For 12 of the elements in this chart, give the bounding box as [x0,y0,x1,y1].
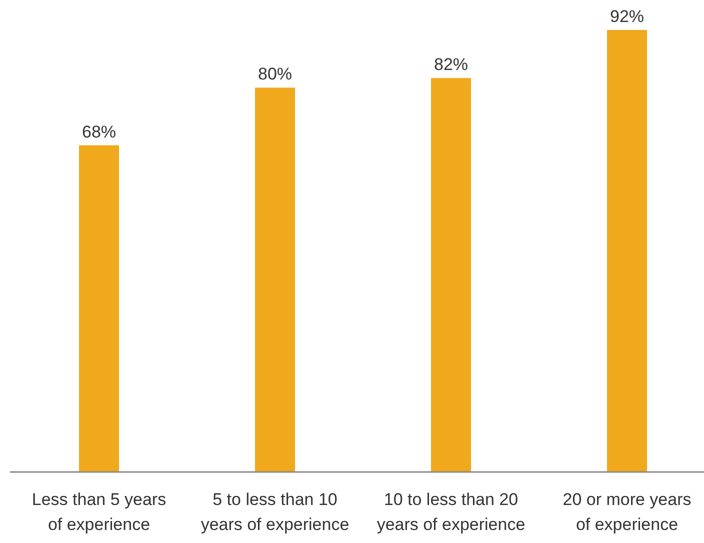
x-tick-label: 20 or more years of experience [562,490,692,534]
data-label: 68% [82,122,116,142]
bar [255,88,295,472]
bar [79,145,119,472]
data-label: 92% [610,7,644,26]
data-label: 82% [434,55,468,74]
bar [607,30,647,472]
x-tick-label: Less than 5 years of experience [32,490,166,534]
x-tick-label: 10 to less than 20 years of experience [376,490,526,534]
bar [431,78,471,472]
x-tick-label: 5 to less than 10 years of experience [200,490,350,534]
data-label: 80% [258,64,292,84]
